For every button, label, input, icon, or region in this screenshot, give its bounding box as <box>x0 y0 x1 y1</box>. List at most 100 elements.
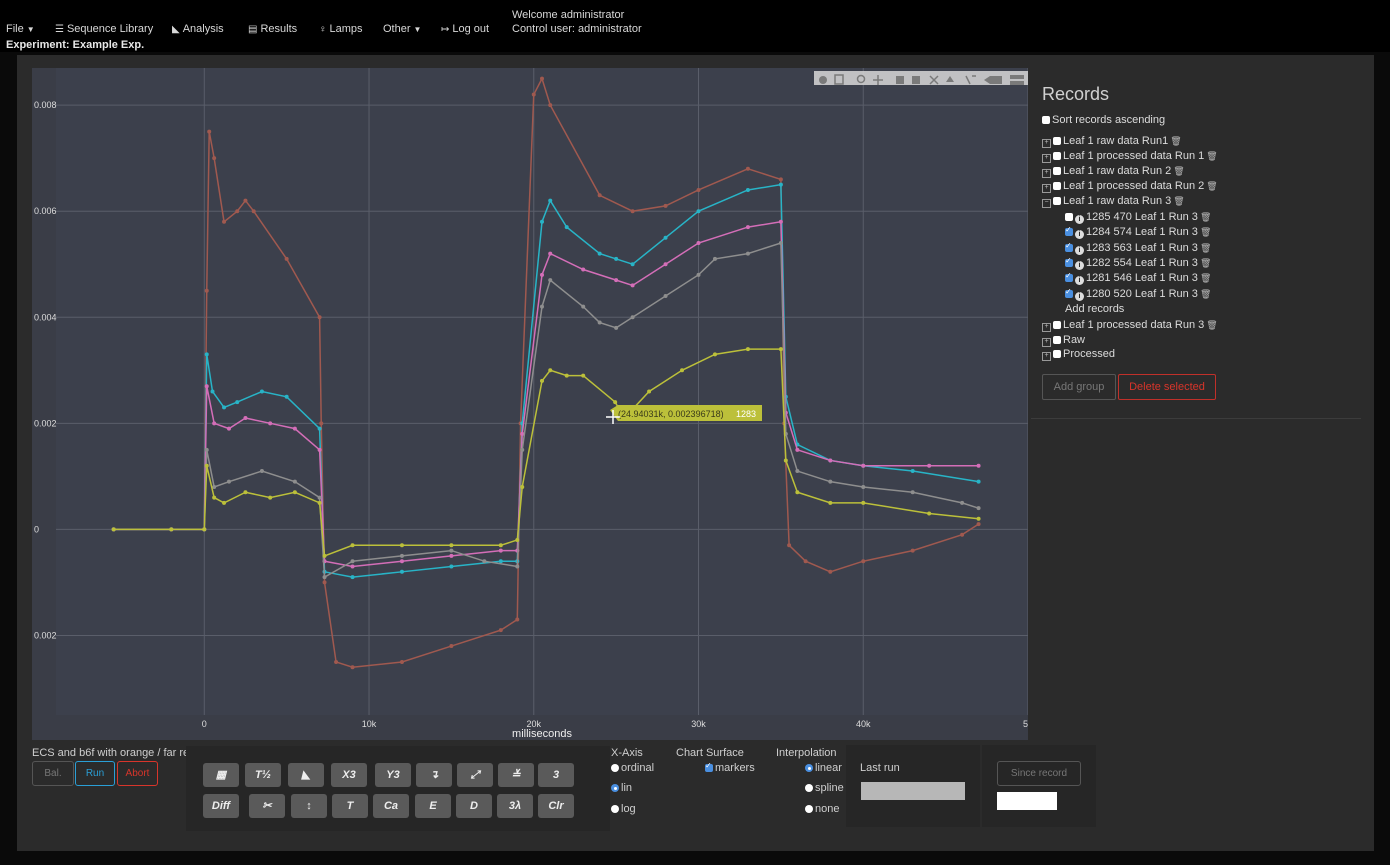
record-group[interactable]: + Processed <box>1042 348 1115 361</box>
zoom-icon[interactable] <box>856 74 866 84</box>
trash-icon[interactable]: 🗑 <box>1199 258 1212 268</box>
info-icon[interactable]: i <box>1075 292 1084 301</box>
nav-sequence-library[interactable]: ☰ Sequence Library <box>55 23 153 35</box>
interp-linear-option[interactable]: linear <box>805 762 842 774</box>
expand-icon[interactable]: + <box>1042 154 1051 163</box>
y3-button[interactable]: Y3 <box>375 763 411 787</box>
radio-button[interactable] <box>805 764 813 772</box>
diff-button[interactable]: Diff <box>203 794 239 818</box>
markers-option[interactable]: markers <box>705 761 755 774</box>
group-checkbox[interactable] <box>1053 137 1061 145</box>
info-icon[interactable]: i <box>1075 276 1084 285</box>
group-checkbox[interactable] <box>1053 321 1061 329</box>
radio-button[interactable] <box>611 764 619 772</box>
autoscale-icon[interactable] <box>929 75 939 85</box>
nav-logout[interactable]: ↦ Log out <box>441 23 489 35</box>
record-group[interactable]: + Leaf 1 raw data Run1 🗑 <box>1042 135 1182 148</box>
sort-ascending-option[interactable]: Sort records ascending <box>1042 114 1165 126</box>
hover-closest-icon[interactable] <box>984 76 1002 84</box>
t-button[interactable]: T <box>332 794 368 818</box>
spike-lines-icon[interactable] <box>965 75 976 85</box>
record-group[interactable]: + Leaf 1 processed data Run 2 🗑 <box>1042 180 1218 193</box>
xaxis-lin-option[interactable]: lin <box>611 782 632 794</box>
pan-icon[interactable] <box>873 75 883 85</box>
nav-results[interactable]: ▤ Results <box>248 23 297 35</box>
d-button[interactable]: D <box>456 794 492 818</box>
record-group[interactable]: + Raw <box>1042 334 1085 347</box>
radio-button[interactable] <box>611 805 619 813</box>
trash-icon[interactable]: 🗑 <box>1173 166 1185 176</box>
record-checkbox[interactable] <box>1065 256 1073 267</box>
expand-icon[interactable]: + <box>1042 352 1051 361</box>
abort-button[interactable]: Abort <box>117 761 158 786</box>
since-record-input[interactable] <box>997 792 1057 810</box>
expand-icon[interactable]: + <box>1042 184 1051 193</box>
three-lambda-button[interactable]: 3λ <box>497 794 533 818</box>
camera-icon[interactable] <box>819 76 827 84</box>
hover-compare-icon[interactable] <box>1010 75 1024 79</box>
chart-area[interactable]: 0 10k 20k 30k 40k 50 0.008 0.006 0.004 0.002 0 0.00… <box>32 68 1028 740</box>
xaxis-ordinal-option[interactable]: ordinal <box>611 762 654 774</box>
delete-selected-button[interactable]: Delete selected <box>1118 374 1216 400</box>
filter-button[interactable]: ≚ <box>498 763 534 787</box>
record-item[interactable]: i 1285 470 Leaf 1 Run 3 🗑 <box>1065 211 1211 224</box>
info-icon[interactable]: i <box>1075 215 1084 224</box>
radio-button[interactable] <box>805 784 813 792</box>
zoom-in-icon[interactable] <box>896 76 904 84</box>
record-checkbox[interactable] <box>1065 241 1073 252</box>
run-button[interactable]: Run <box>75 761 115 786</box>
bal-button[interactable]: Bal. <box>32 761 74 786</box>
markers-checkbox[interactable] <box>705 761 713 772</box>
group-checkbox[interactable] <box>1053 197 1061 205</box>
add-records-link[interactable]: Add records <box>1065 303 1125 315</box>
nav-lamps[interactable]: ♀ Lamps <box>319 23 363 35</box>
step-button[interactable]: ↴ <box>416 763 452 787</box>
record-group-expanded[interactable]: − Leaf 1 raw data Run 3 🗑 <box>1042 195 1185 208</box>
zoom-out-icon[interactable] <box>912 76 920 84</box>
trash-icon[interactable]: 🗑 <box>1199 243 1212 253</box>
record-checkbox[interactable] <box>1065 225 1073 236</box>
half-time-button[interactable]: T½ <box>245 763 281 787</box>
record-checkbox[interactable] <box>1065 213 1073 221</box>
trash-icon[interactable]: 🗑 <box>1206 320 1218 330</box>
save-icon[interactable] <box>834 74 844 85</box>
info-icon[interactable]: i <box>1075 246 1084 255</box>
radio-button[interactable] <box>611 784 619 792</box>
trash-icon[interactable]: 🗑 <box>1170 136 1182 146</box>
interp-spline-option[interactable]: spline <box>805 782 844 794</box>
calculator-button[interactable]: ▦ <box>203 763 239 787</box>
expand-icon[interactable]: + <box>1042 323 1051 332</box>
trash-icon[interactable]: 🗑 <box>1199 289 1212 299</box>
expand-icon[interactable]: + <box>1042 169 1051 178</box>
ca-button[interactable]: Ca <box>373 794 409 818</box>
group-checkbox[interactable] <box>1053 350 1061 358</box>
trash-icon[interactable]: 🗑 <box>1206 151 1218 161</box>
interp-none-option[interactable]: none <box>805 803 839 815</box>
e-button[interactable]: E <box>415 794 451 818</box>
menu-file[interactable]: File ▼ <box>6 23 35 35</box>
trash-icon[interactable]: 🗑 <box>1206 181 1218 191</box>
group-checkbox[interactable] <box>1053 336 1061 344</box>
group-checkbox[interactable] <box>1053 167 1061 175</box>
record-checkbox[interactable] <box>1065 271 1073 282</box>
group-checkbox[interactable] <box>1053 152 1061 160</box>
last-run-field[interactable] <box>861 782 965 800</box>
trash-icon[interactable]: 🗑 <box>1199 273 1212 283</box>
trash-icon[interactable]: 🗑 <box>1199 227 1212 237</box>
since-record-button[interactable]: Since record <box>997 761 1081 786</box>
three-button[interactable]: 3 <box>538 763 574 787</box>
chart-svg[interactable]: 0 10k 20k 30k 40k 50 0.008 0.006 0.004 0.002 0 0.00… <box>32 68 1028 740</box>
sort-ascending-checkbox[interactable] <box>1042 116 1050 124</box>
group-checkbox[interactable] <box>1053 182 1061 190</box>
record-group[interactable]: + Leaf 1 processed data Run 3 🗑 <box>1042 319 1218 332</box>
clear-button[interactable]: Clr <box>538 794 574 818</box>
record-group[interactable]: + Leaf 1 processed data Run 1 🗑 <box>1042 150 1218 163</box>
menu-other[interactable]: Other ▼ <box>383 23 421 35</box>
add-group-button[interactable]: Add group <box>1042 374 1116 400</box>
trash-icon[interactable]: 🗑 <box>1199 212 1212 222</box>
x3-button[interactable]: X3 <box>331 763 367 787</box>
